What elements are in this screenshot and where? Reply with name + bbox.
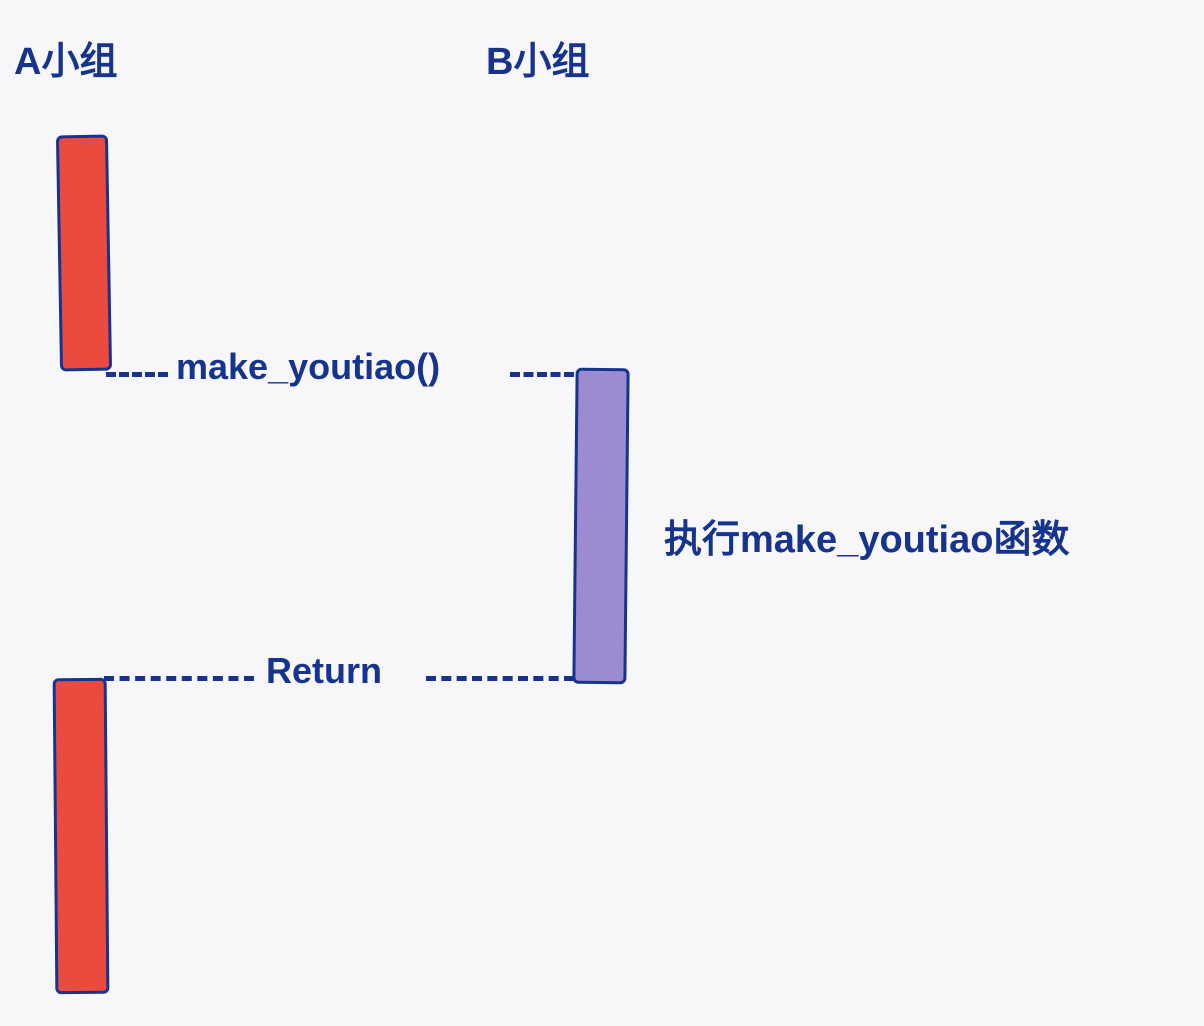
call-line-left xyxy=(106,372,168,377)
group-a-label: A小组 xyxy=(14,30,117,85)
annotation-label: 执行make_youtiao函数 xyxy=(664,508,1069,563)
bar-b xyxy=(572,368,629,685)
call-label: make_youtiao() xyxy=(176,346,440,388)
return-line-right xyxy=(426,676,574,681)
return-line-left xyxy=(104,676,254,681)
diagram-canvas: A小组 B小组 make_youtiao() Return 执行make_you… xyxy=(0,0,1204,1026)
bar-a-top xyxy=(56,135,112,372)
call-line-right xyxy=(510,372,574,377)
return-label: Return xyxy=(266,650,382,692)
bar-a-bottom xyxy=(53,678,110,994)
group-b-label: B小组 xyxy=(486,30,589,85)
